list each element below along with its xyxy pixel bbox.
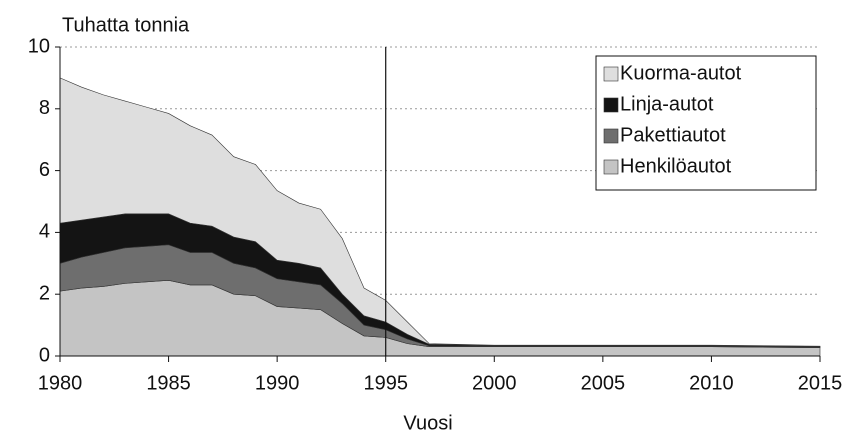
y-tick-label: 8	[39, 97, 50, 119]
y-tick-label: 0	[39, 344, 50, 366]
legend-label: Linja-autot	[620, 93, 714, 115]
legend-swatch	[603, 97, 619, 113]
legend-label: Kuorma-autot	[620, 62, 742, 84]
x-tick-label: 2005	[581, 372, 626, 394]
x-tick-label: 2010	[689, 372, 734, 394]
y-tick-label: 10	[28, 35, 50, 57]
y-tick-label: 6	[39, 159, 50, 181]
legend-swatch	[603, 128, 619, 144]
legend-swatch	[603, 159, 619, 175]
x-tick-label: 1980	[38, 372, 83, 394]
y-tick-label: 4	[39, 221, 50, 243]
legend-swatch	[603, 66, 619, 82]
x-tick-label: 1995	[363, 372, 408, 394]
legend-label: Henkilöautot	[620, 155, 732, 177]
y-axis-label: Tuhatta tonnia	[62, 14, 190, 36]
x-tick-label: 1985	[146, 372, 191, 394]
x-tick-label: 2000	[472, 372, 517, 394]
x-tick-label: 2015	[798, 372, 843, 394]
y-tick-label: 2	[39, 282, 50, 304]
legend-box	[595, 55, 817, 191]
legend-label: Pakettiautot	[620, 124, 726, 146]
x-axis-label: Vuosi	[403, 412, 452, 434]
area	[59, 77, 821, 347]
x-tick-label: 1990	[255, 372, 300, 394]
